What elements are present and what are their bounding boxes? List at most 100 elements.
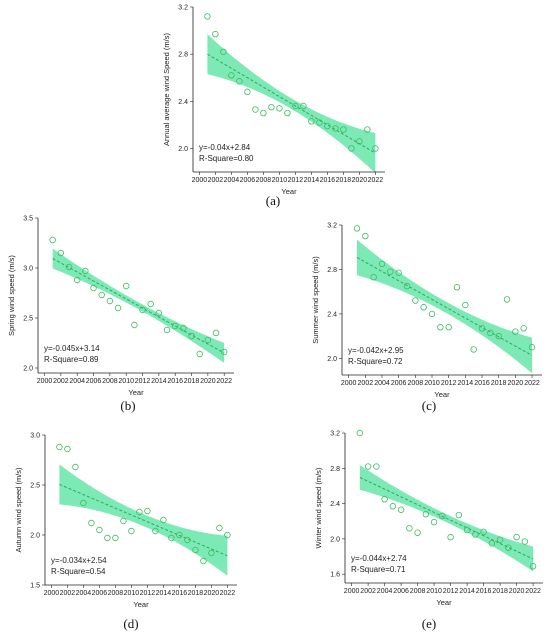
chart-panel-b: 2000 2002 2004 2006 2008 2010 2012 2014 2016 2018… xyxy=(7,216,234,413)
data-point xyxy=(212,329,220,337)
data-point xyxy=(364,126,371,133)
data-point xyxy=(513,533,520,541)
y-tick-label: 2.0 xyxy=(30,533,40,540)
y-axis-label: Summer wind speed (m/s) xyxy=(311,256,320,344)
x-tick-label: 2020 xyxy=(509,588,525,595)
x-tick-label: 2004 xyxy=(224,177,240,184)
data-point xyxy=(122,282,130,290)
data-point xyxy=(131,321,138,329)
x-tick-label: 2006 xyxy=(86,378,102,385)
data-point xyxy=(144,507,151,515)
data-point xyxy=(180,324,187,332)
x-tick-label: 2022 xyxy=(524,380,540,387)
data-point xyxy=(244,88,251,96)
data-point xyxy=(114,304,122,312)
r-square-label: R-Square=0.54 xyxy=(51,567,106,576)
data-point xyxy=(136,508,143,516)
x-tick-label: 2008 xyxy=(410,588,426,595)
data-point xyxy=(521,538,529,545)
r-square-label: R-Square=0.72 xyxy=(348,357,403,366)
y-axis-label: Autumn wind speed (m/s) xyxy=(14,467,23,553)
y-tick-label: 2.0 xyxy=(23,366,33,373)
y-tick-label: 3.5 xyxy=(23,216,33,223)
x-tick-label: 2016 xyxy=(172,590,188,597)
data-point xyxy=(414,529,421,536)
data-point xyxy=(529,563,537,570)
y-tick-label: 2.4 xyxy=(327,311,337,318)
y-tick-label: 2.5 xyxy=(23,316,33,323)
data-point xyxy=(56,443,63,451)
data-point xyxy=(64,445,71,453)
data-point xyxy=(220,48,227,55)
r-square-label: R-Square=0.71 xyxy=(351,565,406,574)
y-tick-label: 2.0 xyxy=(327,356,337,363)
panel-label: (a) xyxy=(266,193,280,208)
data-point xyxy=(324,122,331,130)
data-point xyxy=(420,304,427,311)
x-tick-label: 2018 xyxy=(491,380,507,387)
x-tick-label: 2014 xyxy=(151,378,167,385)
y-tick-label: 3.0 xyxy=(23,266,33,273)
x-tick-label: 2022 xyxy=(368,177,384,184)
x-tick-label: 2016 xyxy=(476,588,492,595)
data-point xyxy=(488,540,496,547)
data-point xyxy=(439,512,446,520)
data-point xyxy=(503,296,511,303)
x-tick-label: 2000 xyxy=(341,380,357,387)
data-point xyxy=(348,145,355,152)
data-point xyxy=(403,282,411,290)
data-point xyxy=(112,534,119,542)
data-point xyxy=(387,268,394,275)
x-axis-label: Year xyxy=(434,390,450,399)
data-point xyxy=(437,324,444,331)
data-point xyxy=(430,518,438,526)
x-tick-label: 2004 xyxy=(69,378,85,385)
x-tick-label: 2022 xyxy=(216,378,232,385)
data-point xyxy=(220,348,228,356)
x-tick-label: 2016 xyxy=(320,177,336,184)
panel-label: (e) xyxy=(422,616,436,631)
y-tick-label: 2.4 xyxy=(178,99,188,106)
data-point xyxy=(204,336,212,344)
x-tick-label: 2008 xyxy=(102,378,118,385)
x-tick-label: 2012 xyxy=(135,378,151,385)
y-tick-label: 2.0 xyxy=(330,536,340,543)
regression-equation: y=-0.044x+2.74 xyxy=(351,554,407,563)
data-point xyxy=(163,326,171,334)
data-point xyxy=(478,325,486,332)
x-tick-label: 2002 xyxy=(60,590,76,597)
x-axis-label: Year xyxy=(281,187,297,196)
data-point xyxy=(152,527,159,535)
chart-panel-d: 2000 2002 2004 2006 2008 2010 2012 2014 2016 2018… xyxy=(14,433,237,631)
data-point xyxy=(88,519,95,527)
data-point xyxy=(332,125,339,132)
x-tick-label: 2018 xyxy=(492,588,508,595)
y-tick-label: 3.2 xyxy=(327,223,337,230)
x-tick-label: 2020 xyxy=(200,378,216,385)
chart-panel-e: 2000 2002 2004 2006 2008 2010 2012 2014 2016 2018… xyxy=(314,429,543,631)
data-point xyxy=(381,495,388,503)
x-tick-label: 2002 xyxy=(358,380,374,387)
data-point xyxy=(155,309,163,317)
data-point xyxy=(168,534,175,542)
x-tick-label: 2004 xyxy=(374,380,390,387)
x-tick-label: 2008 xyxy=(408,380,424,387)
x-tick-label: 2020 xyxy=(204,590,220,597)
r-square-label: R-Square=0.80 xyxy=(199,154,254,163)
x-tick-label: 2010 xyxy=(272,177,288,184)
data-point xyxy=(496,536,504,543)
data-point xyxy=(292,102,299,110)
data-point xyxy=(472,531,479,538)
data-point xyxy=(395,269,402,276)
data-point xyxy=(353,225,361,232)
data-point xyxy=(147,300,154,308)
x-tick-label: 2008 xyxy=(256,177,272,184)
fit-line xyxy=(359,477,534,560)
data-point xyxy=(378,260,386,268)
data-point xyxy=(73,276,81,284)
data-point xyxy=(200,557,207,565)
x-tick-label: 2000 xyxy=(44,590,60,597)
data-point xyxy=(495,332,502,340)
data-point xyxy=(364,463,372,470)
